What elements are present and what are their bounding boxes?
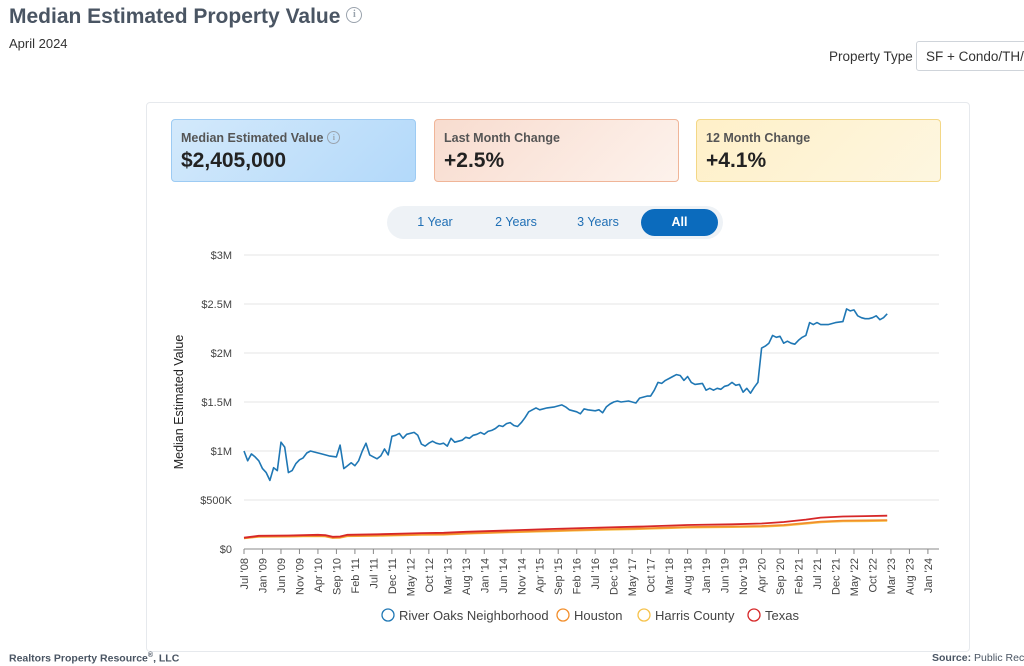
y-tick-label: $2.5M [201,299,232,311]
x-tick-label: Nov '09 [294,558,306,595]
y-tick-label: $0 [220,544,232,556]
legend-marker[interactable] [747,608,761,622]
info-icon[interactable]: i [327,131,341,145]
x-tick-label: Jul '16 [590,558,602,589]
range-2-years-button[interactable]: 2 Years [495,215,537,229]
page-title: Median Estimated Property Value i [9,5,363,29]
x-tick-label: Feb '16 [572,558,584,594]
report-date: April 2024 [9,36,68,51]
chart-grid [244,254,939,550]
x-tick-label: Mar '13 [442,558,454,594]
info-icon[interactable]: i [346,7,363,24]
footer-source-value: Public Records [974,652,1024,664]
y-tick-label: $3M [211,250,232,262]
footer-registered-mark: ® [147,652,154,659]
x-tick-label: Sep '20 [775,558,787,595]
x-tick-label: Jul '08 [239,558,251,589]
chart-legend: River Oaks Neighborhood Houston Harris Cou… [381,608,799,623]
x-tick-label: Jan '24 [923,558,935,593]
footer-company: Realtors Property Resource®, LLC [9,652,179,665]
x-tick-label: Apr '20 [757,558,769,593]
x-tick-label: Sep '15 [553,558,565,595]
x-tick-label: Oct '22 [867,558,879,593]
x-tick-label: Jul '11 [368,558,380,589]
y-tick-label: $500K [200,495,232,507]
series-line-river-oaks-neighborhood [243,308,888,482]
footer-source: Source: Public Records [932,652,1024,664]
x-tick-label: May '12 [405,558,417,596]
median-value-card: Median Estimated Value i $2,405,000 [171,119,416,182]
footer-source-label: Source: [932,652,972,664]
x-tick-label: Apr '10 [313,558,325,593]
last-month-change-label: Last Month Change [444,131,560,145]
legend-marker[interactable] [556,608,570,622]
x-tick-label: Jun '09 [276,558,288,593]
series-line-texas [243,514,888,539]
median-value-card-label-row: Median Estimated Value i [181,131,406,145]
x-tick-label: Nov '14 [516,558,528,595]
twelve-month-change-card: 12 Month Change +4.1% [696,119,941,182]
x-tick-label: May '17 [627,558,639,596]
range-1-year-button[interactable]: 1 Year [417,215,453,229]
x-tick-label: Apr '15 [535,558,547,593]
x-tick-label: May '22 [849,558,861,596]
legend-label[interactable]: Harris County [655,608,735,623]
median-value-amount: $2,405,000 [181,149,287,173]
x-tick-label: Aug '18 [683,558,695,595]
time-range-selector: 1 Year 2 Years 3 Years All [387,206,723,239]
legend-label[interactable]: River Oaks Neighborhood [399,608,549,623]
legend-marker[interactable] [637,608,651,622]
legend-marker[interactable] [381,608,395,622]
x-tick-label: Aug '13 [461,558,473,595]
x-axis-ticks: Jul '08 Jan '09 Jun '09 Nov '09 Apr '10 Sep '… [239,549,935,596]
y-tick-label: $1M [211,446,232,458]
x-tick-label: Sep '10 [331,558,343,595]
x-tick-label: Jan '19 [701,558,713,593]
last-month-change-value: +2.5% [444,149,505,172]
x-tick-label: Dec '11 [387,558,399,594]
y-tick-label: $2M [211,348,232,360]
x-tick-label: Oct '17 [646,558,658,593]
x-tick-label: Jan '14 [479,558,491,593]
twelve-month-change-label: 12 Month Change [706,131,811,145]
y-axis-label: Median Estimated Value [172,335,186,470]
range-3-years-button[interactable]: 3 Years [577,215,619,229]
x-tick-label: Mar '23 [886,558,898,594]
x-tick-label: Nov '19 [738,558,750,595]
x-tick-label: Jun '14 [498,558,510,593]
x-tick-label: Jan '09 [257,558,269,593]
last-month-change-card: Last Month Change +2.5% [434,119,679,182]
property-type-select[interactable]: SF + Condo/TH/All [916,41,1024,71]
legend-label[interactable]: Houston [574,608,622,623]
twelve-month-change-value: +4.1% [706,149,767,172]
range-all-button[interactable]: All [641,209,718,236]
y-tick-label: $1.5M [201,397,232,409]
chart-series [243,308,888,540]
chart-panel [146,102,970,652]
series-line-houston [243,519,888,540]
x-tick-label: Dec '21 [830,558,842,595]
x-tick-label: Mar '18 [664,558,676,594]
y-axis-ticks: $0 $500K $1M $1.5M $2M $2.5M $3M [200,250,232,556]
x-tick-label: Feb '11 [350,558,362,594]
page-title-text: Median Estimated Property Value [9,5,341,28]
x-tick-label: Aug '23 [904,558,916,595]
property-type-label: Property Type [829,49,913,64]
footer-company-suffix: , LLC [153,652,180,665]
footer-company-name: Realtors Property Resource [9,652,148,665]
x-tick-label: Jun '19 [720,558,732,593]
x-tick-label: Jul '21 [812,558,824,589]
x-tick-label: Dec '16 [609,558,621,595]
legend-label[interactable]: Texas [765,608,799,623]
median-value-label: Median Estimated Value [181,131,324,145]
x-tick-label: Oct '12 [424,558,436,593]
x-tick-label: Feb '21 [794,558,806,594]
